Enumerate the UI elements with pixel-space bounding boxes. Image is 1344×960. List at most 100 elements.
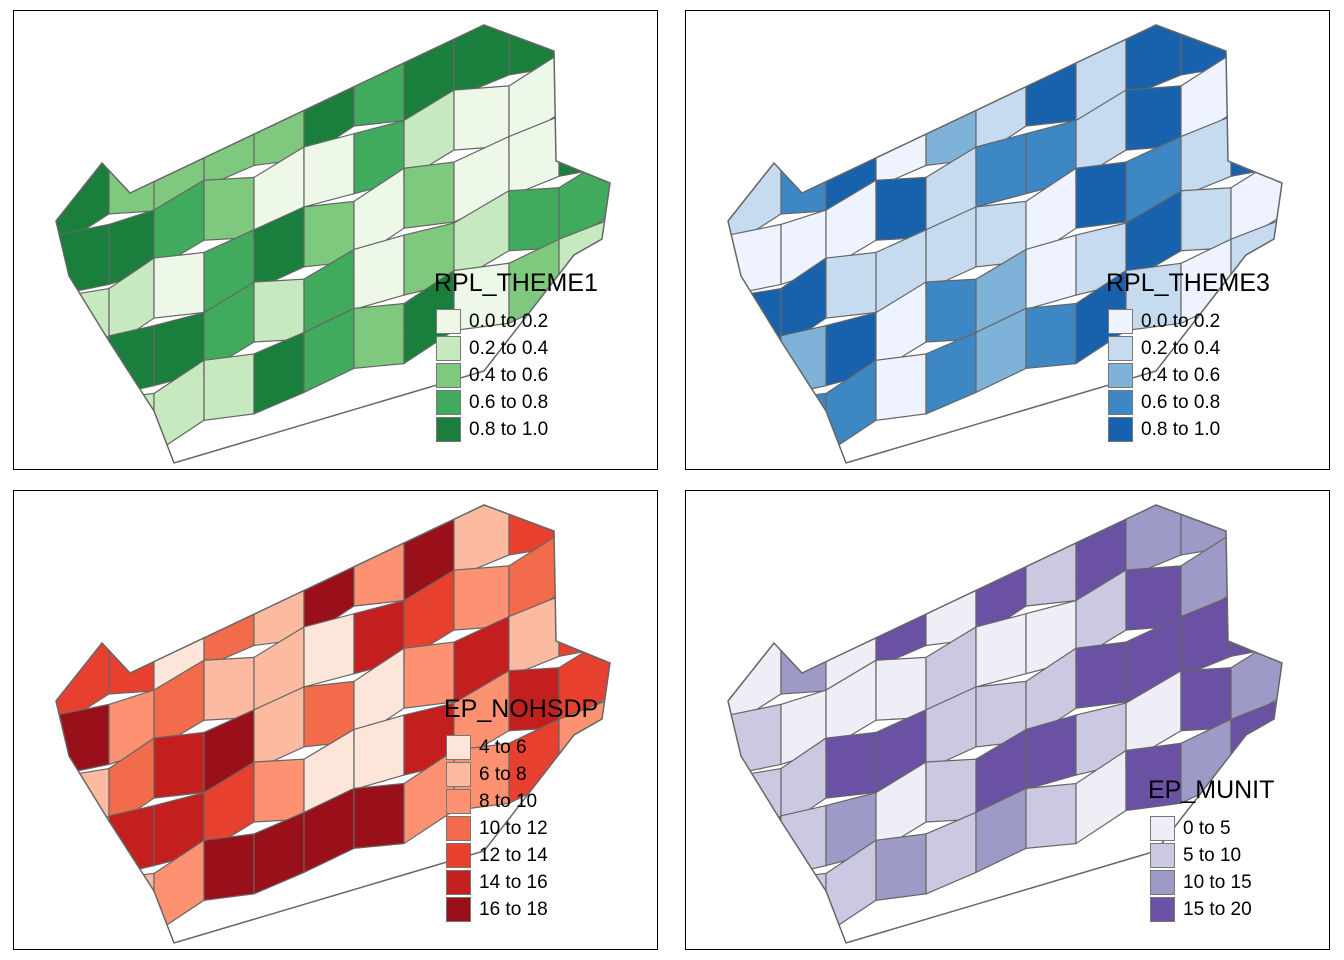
- county: [558, 505, 610, 548]
- legend-swatch: [446, 816, 471, 841]
- legend-title: RPL_THEME3: [1106, 269, 1270, 297]
- legend-swatch: [436, 417, 461, 442]
- county: [728, 223, 782, 296]
- county: [203, 176, 255, 241]
- legend-item: 0.2 to 0.4: [436, 335, 598, 362]
- legend-label: 6 to 8: [479, 763, 527, 785]
- legend-item: 10 to 15: [1150, 869, 1274, 896]
- county: [303, 132, 355, 208]
- legend-swatch: [1150, 870, 1175, 895]
- legend: RPL_THEME3 0.0 to 0.2 0.2 to 0.4 0.4 to 0.…: [1106, 269, 1270, 443]
- legend-item: 12 to 14: [446, 842, 598, 869]
- legend-label: 16 to 18: [479, 898, 548, 920]
- map-panel-ep-munit: EP_MUNIT 0 to 5 5 to 10 10 to 15 15 to 20: [685, 490, 1330, 950]
- county: [253, 811, 305, 895]
- county: [780, 630, 827, 695]
- county: [56, 703, 110, 776]
- legend-label: 0.8 to 1.0: [469, 418, 549, 440]
- legend-label: 5 to 10: [1183, 844, 1242, 866]
- legend-item: 15 to 20: [1150, 896, 1274, 923]
- county: [875, 656, 927, 721]
- state-outline: [55, 504, 611, 944]
- county-map: [727, 504, 1283, 944]
- county: [203, 833, 255, 901]
- county: [303, 612, 355, 688]
- legend-item: 0 to 5: [1150, 815, 1274, 842]
- legend-item: 10 to 12: [446, 815, 598, 842]
- legend-label: 8 to 10: [479, 790, 538, 812]
- county: [728, 334, 782, 430]
- legend-label: 12 to 14: [479, 844, 548, 866]
- legend-item: 0.2 to 0.4: [1108, 335, 1270, 362]
- county: [1230, 42, 1282, 115]
- legend-item: 14 to 16: [446, 869, 598, 896]
- legend-swatch: [446, 870, 471, 895]
- county: [780, 324, 827, 397]
- legend-label: 0.4 to 0.6: [1141, 364, 1221, 386]
- county: [875, 353, 927, 421]
- county: [153, 251, 205, 319]
- county: [1230, 505, 1282, 548]
- county: [1180, 667, 1232, 732]
- county: [353, 59, 405, 127]
- county: [1075, 641, 1127, 709]
- county: [253, 758, 305, 823]
- legend-label: 15 to 20: [1183, 898, 1252, 920]
- legend-item: 5 to 10: [1150, 842, 1274, 869]
- legend-item: 0.6 to 0.8: [436, 389, 598, 416]
- county: [108, 630, 155, 695]
- legend-item: 0.6 to 0.8: [1108, 389, 1270, 416]
- county: [453, 505, 510, 579]
- state-outline: [727, 504, 1283, 944]
- legend-label: 0.2 to 0.4: [1141, 337, 1221, 359]
- county: [108, 150, 155, 215]
- county: [1025, 539, 1077, 607]
- legend-label: 0.0 to 0.2: [469, 310, 549, 332]
- legend-item: 8 to 10: [446, 788, 598, 815]
- county: [56, 397, 110, 463]
- county: [153, 731, 205, 799]
- legend-swatch: [446, 843, 471, 868]
- legend-swatch: [1108, 336, 1133, 361]
- county: [508, 187, 560, 252]
- county: [780, 804, 827, 877]
- legend-swatch: [1150, 897, 1175, 922]
- legend-swatch: [1108, 363, 1133, 388]
- legend-item: 6 to 8: [446, 761, 598, 788]
- legend-label: 0.6 to 0.8: [469, 391, 549, 413]
- county: [558, 42, 610, 115]
- county: [353, 302, 405, 370]
- county: [1180, 187, 1232, 252]
- map-panel-rpl-theme3: RPL_THEME3 0.0 to 0.2 0.2 to 0.4 0.4 to 0.…: [685, 10, 1330, 470]
- county: [353, 539, 405, 607]
- county: [108, 872, 155, 940]
- county: [56, 334, 110, 430]
- legend-label: 10 to 15: [1183, 871, 1252, 893]
- county-map: [55, 24, 611, 464]
- legend-label: 0.2 to 0.4: [469, 337, 549, 359]
- county: [780, 872, 827, 940]
- legend-item: 0.0 to 0.2: [1108, 308, 1270, 335]
- legend-label: 0.8 to 1.0: [1141, 418, 1221, 440]
- county: [1230, 25, 1282, 68]
- legend: EP_NOHSDP 4 to 6 6 to 8 8 to 10 10 to 12 12 …: [444, 695, 598, 923]
- legend-label: 0 to 5: [1183, 817, 1231, 839]
- county: [780, 150, 827, 215]
- legend-label: 0.4 to 0.6: [469, 364, 549, 386]
- county: [875, 833, 927, 901]
- county: [975, 132, 1027, 208]
- county: [108, 804, 155, 877]
- legend-label: 4 to 6: [479, 736, 527, 758]
- county: [1025, 302, 1077, 370]
- legend-item: 16 to 18: [446, 896, 598, 923]
- county: [825, 251, 877, 319]
- legend-item: 0.0 to 0.2: [436, 308, 598, 335]
- legend-swatch: [446, 897, 471, 922]
- legend-swatch: [1108, 390, 1133, 415]
- legend-swatch: [436, 336, 461, 361]
- county: [975, 612, 1027, 688]
- county: [728, 814, 782, 910]
- legend-title: RPL_THEME1: [434, 269, 598, 297]
- county: [925, 811, 977, 895]
- county: [558, 25, 610, 68]
